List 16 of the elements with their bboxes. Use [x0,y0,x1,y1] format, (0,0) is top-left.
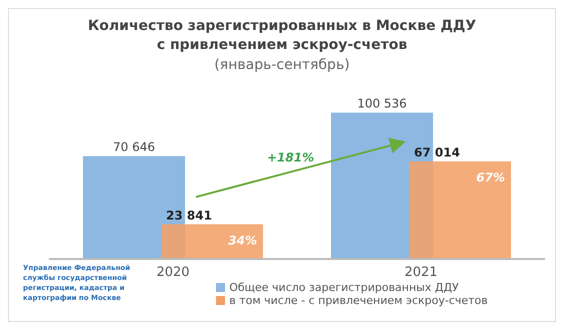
legend-label: в том числе - с привлечением эскроу-счетов [229,294,488,307]
annotation: 34% [228,233,257,248]
bar [83,156,185,259]
bar [161,224,263,259]
x-tick-label: 2020 [156,265,190,280]
annotation: +181% [267,150,314,165]
bar [409,161,511,259]
data-label: 70 646 [113,140,155,154]
data-label: 100 536 [357,96,407,111]
x-tick-label: 2021 [404,265,438,280]
data-label: 23 841 [166,208,212,222]
chart-title: Количество зарегистрированных в Москве ДДУ с привлечением эскроу-счетов [86,17,478,55]
data-label: 67 014 [414,145,460,160]
chart-subtitle: (январь-сентябрь) [213,56,351,75]
legend-label: Общее число зарегистрированных ДДУ [229,281,459,294]
annotation: 67% [476,170,505,184]
